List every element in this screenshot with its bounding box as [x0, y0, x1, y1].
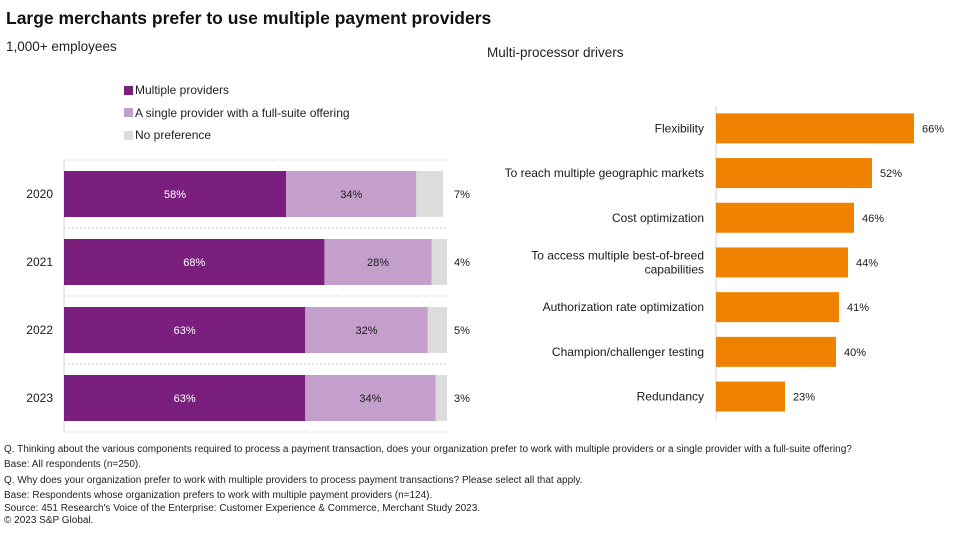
legend-swatch-single [124, 108, 133, 118]
legend-item-single: A single provider with a full-suite offe… [124, 102, 350, 125]
left-data-label: 4% [454, 257, 470, 269]
right-data-label: 23% [793, 392, 815, 404]
right-data-label: 52% [880, 168, 902, 180]
left-data-label: 58% [164, 189, 186, 201]
legend-swatch-no-preference [124, 130, 133, 140]
footnote-copyright: © 2023 S&P Global. [4, 515, 94, 527]
charts-canvas: 2020 58% 34% 7% 2021 68% 28% 4% 2022 63% 32% 5% 2023… [26, 106, 944, 433]
legend-swatch-multiple [124, 85, 133, 95]
right-category-label: To access multiple best-of-breed [531, 248, 704, 262]
left-chart-subtitle: 1,000+ employees [6, 39, 117, 54]
right-data-label: 46% [862, 213, 884, 225]
left-bar-segment-single [324, 239, 432, 285]
chart-title: Large merchants prefer to use multiple p… [6, 8, 492, 28]
right-category-label: To reach multiple geographic markets [505, 166, 704, 180]
left-data-label: 32% [356, 325, 378, 337]
right-bar [716, 247, 848, 278]
right-data-label: 66% [922, 123, 944, 135]
right-data-label: 40% [844, 347, 866, 359]
left-bar-segment-multiple [64, 239, 325, 285]
footnote-base-2: Base: Respondents whose organization pre… [4, 490, 433, 502]
right-category-label: capabilities [645, 262, 704, 276]
left-data-label: 7% [454, 189, 470, 201]
left-data-label: 34% [340, 189, 362, 201]
right-category-label: Redundancy [637, 390, 704, 404]
legend-item-no-preference: No preference [124, 124, 350, 147]
footnote-question-1: Q. Thinking about the various components… [4, 444, 852, 455]
right-bar [716, 336, 836, 367]
left-bar-segment-multiple [64, 375, 306, 421]
right-bar [716, 292, 839, 323]
legend-label-multiple: Multiple providers [135, 83, 230, 98]
left-category-label: 2023 [26, 391, 53, 405]
right-bar [716, 158, 872, 189]
left-bar-segment-single [305, 375, 436, 421]
footnote-question-2: Q. Why does your organization prefer to … [4, 474, 583, 486]
footnotes: Q. Thinking about the various components… [4, 444, 954, 527]
footnote-base-1: Base: All respondents (n=250). [4, 459, 142, 471]
left-category-label: 2022 [26, 323, 53, 337]
left-bar-segment-multiple [64, 307, 306, 353]
left-data-label: 5% [454, 325, 470, 337]
right-category-label: Flexibility [655, 121, 704, 135]
left-bar-segment-no-preference [431, 239, 447, 285]
legend-item-multiple: Multiple providers [124, 79, 350, 102]
left-category-label: 2021 [26, 255, 53, 269]
right-bar [716, 202, 854, 233]
left-data-label: 63% [174, 393, 196, 405]
left-data-label: 28% [367, 257, 389, 269]
left-bar-segment-multiple [64, 171, 287, 217]
right-category-label: Cost optimization [612, 211, 704, 225]
left-bar-segment-single [305, 307, 428, 353]
right-bar [716, 381, 785, 412]
left-bar-segment-no-preference [416, 171, 444, 217]
right-category-label: Champion/challenger testing [552, 345, 704, 359]
right-bar [716, 113, 914, 144]
legend-label-single: A single provider with a full-suite offe… [135, 105, 350, 120]
left-data-label: 68% [183, 257, 205, 269]
footnote-source: Source: 451 Research's Voice of the Ente… [4, 502, 481, 514]
left-data-label: 3% [454, 393, 470, 405]
right-data-label: 41% [847, 302, 869, 314]
legend-label-no-preference: No preference [135, 128, 212, 143]
left-data-label: 34% [359, 393, 381, 405]
left-bar-segment-no-preference [427, 307, 447, 353]
left-category-label: 2020 [26, 187, 53, 201]
left-bar-segment-single [286, 171, 417, 217]
legend: Multiple providers A single provider wit… [124, 79, 350, 147]
left-data-label: 63% [174, 325, 196, 337]
left-bar-segment-no-preference [435, 375, 447, 421]
right-chart-subtitle: Multi-processor drivers [487, 45, 624, 60]
right-category-label: Authorization rate optimization [543, 300, 704, 314]
right-data-label: 44% [856, 257, 878, 269]
